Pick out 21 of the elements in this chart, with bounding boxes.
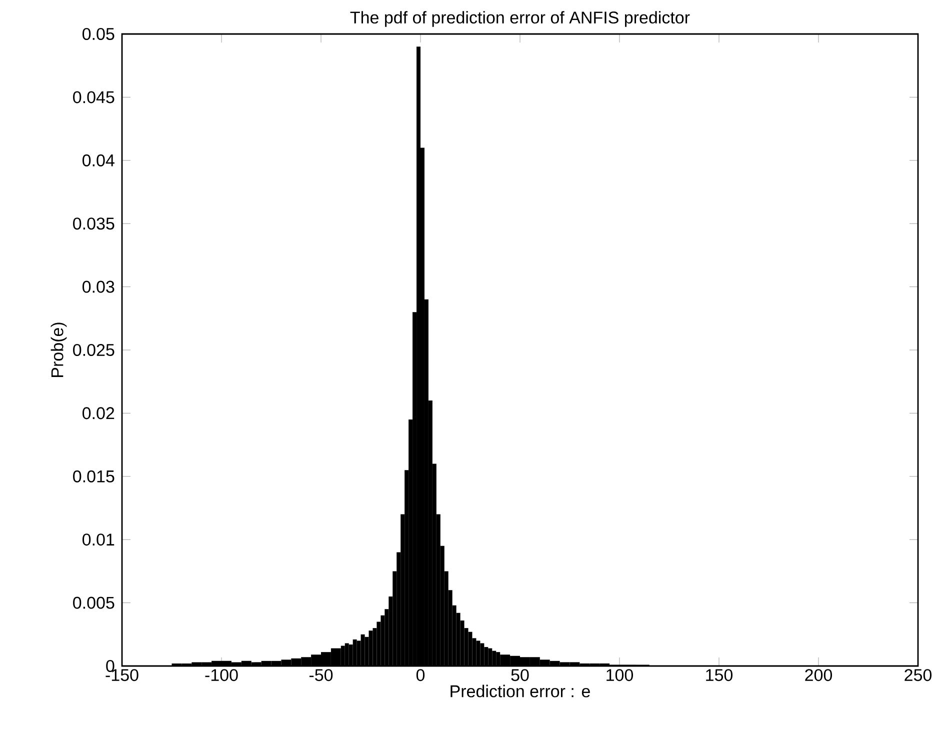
y-tick-label: 0.025	[73, 344, 114, 356]
y-tick-label: 0.035	[73, 218, 114, 230]
x-tick-label: 250	[904, 669, 932, 682]
y-tick-label: 0.04	[82, 154, 114, 166]
x-axis-title: Prediction error : e	[450, 684, 590, 698]
y-tick-label: 0.015	[73, 470, 114, 482]
x-tick-label: 0	[416, 669, 425, 682]
y-axis-title: Prob(e)	[50, 322, 67, 377]
y-tick-label: 0.05	[82, 28, 114, 40]
y-tick-label: 0.045	[73, 91, 114, 104]
x-tick-label: -50	[309, 669, 333, 682]
y-tick-label: 0.01	[82, 534, 114, 546]
chart-title: The pdf of prediction error of ANFIS predictor	[350, 11, 690, 27]
x-tick-label: 200	[805, 669, 832, 682]
y-tick-label: 0.005	[73, 596, 114, 609]
y-tick-label: 0.03	[82, 280, 114, 293]
x-tick-label: 100	[606, 669, 634, 682]
x-tick-label: -100	[205, 669, 238, 682]
x-tick-label: 50	[511, 669, 529, 682]
x-tick-label: 150	[706, 669, 733, 682]
y-tick-label: 0.02	[82, 407, 114, 420]
